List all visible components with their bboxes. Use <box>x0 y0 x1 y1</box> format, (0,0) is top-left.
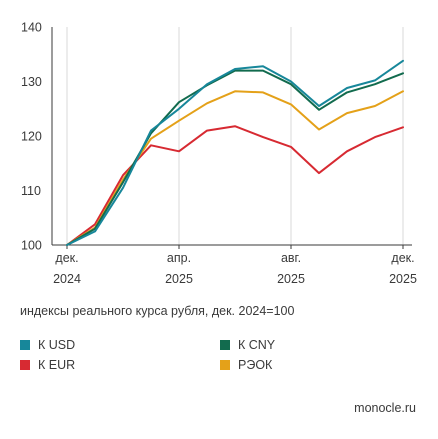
series-line-reok <box>66 90 404 246</box>
legend: К USD К EUR К CNY РЭОК <box>20 337 320 377</box>
legend-label-cny: К CNY <box>238 338 276 352</box>
legend-label-eur: К EUR <box>38 358 76 372</box>
legend-swatch-eur <box>20 360 30 370</box>
y-tick-label-1: 110 <box>21 184 41 198</box>
legend-swatch-usd <box>20 340 30 350</box>
series-line-cny <box>66 69 404 246</box>
x-tick-label-year-2: 2025 <box>277 272 305 286</box>
legend-item-usd: К USD <box>20 337 75 353</box>
x-tick-label-year-1: 2025 <box>165 272 193 286</box>
x-tick-label-month-1: апр. <box>167 251 191 265</box>
x-tick-labels: дек. 2024 апр. 2025 авг. 2025 дек. 2025 <box>53 245 417 286</box>
x-tick-label-year-0: 2024 <box>53 272 81 286</box>
line-chart: 100 110 120 130 140 дек. 2024 апр. 2025 авг. 2025… <box>21 21 417 287</box>
grid-lines <box>66 27 404 245</box>
legend-swatch-cny <box>220 340 230 350</box>
legend-item-eur: К EUR <box>20 357 75 373</box>
y-tick-label-0: 100 <box>21 239 42 253</box>
x-tick-label-month-2: авг. <box>281 251 301 265</box>
source-label: monocle.ru <box>354 401 416 415</box>
legend-label-usd: К USD <box>38 338 76 352</box>
series-lines <box>66 59 404 246</box>
y-tick-label-4: 140 <box>21 21 42 35</box>
legend-label-reok: РЭОК <box>238 358 273 372</box>
x-tick-label-month-3: дек. <box>391 251 414 265</box>
x-tick-label-year-3: 2025 <box>389 272 417 286</box>
y-tick-labels: 100 110 120 130 140 <box>21 21 42 253</box>
y-tick-label-2: 120 <box>21 130 42 144</box>
y-tick-label-3: 130 <box>21 75 42 89</box>
chart-caption: индексы реального курса рубля, дек. 2024… <box>20 304 295 318</box>
legend-item-cny: К CNY <box>220 337 275 353</box>
legend-swatch-reok <box>220 360 230 370</box>
series-line-usd <box>66 59 404 246</box>
axes <box>51 27 412 246</box>
legend-item-reok: РЭОК <box>220 357 272 373</box>
x-tick-label-month-0: дек. <box>55 251 78 265</box>
series-line-eur <box>66 125 404 246</box>
